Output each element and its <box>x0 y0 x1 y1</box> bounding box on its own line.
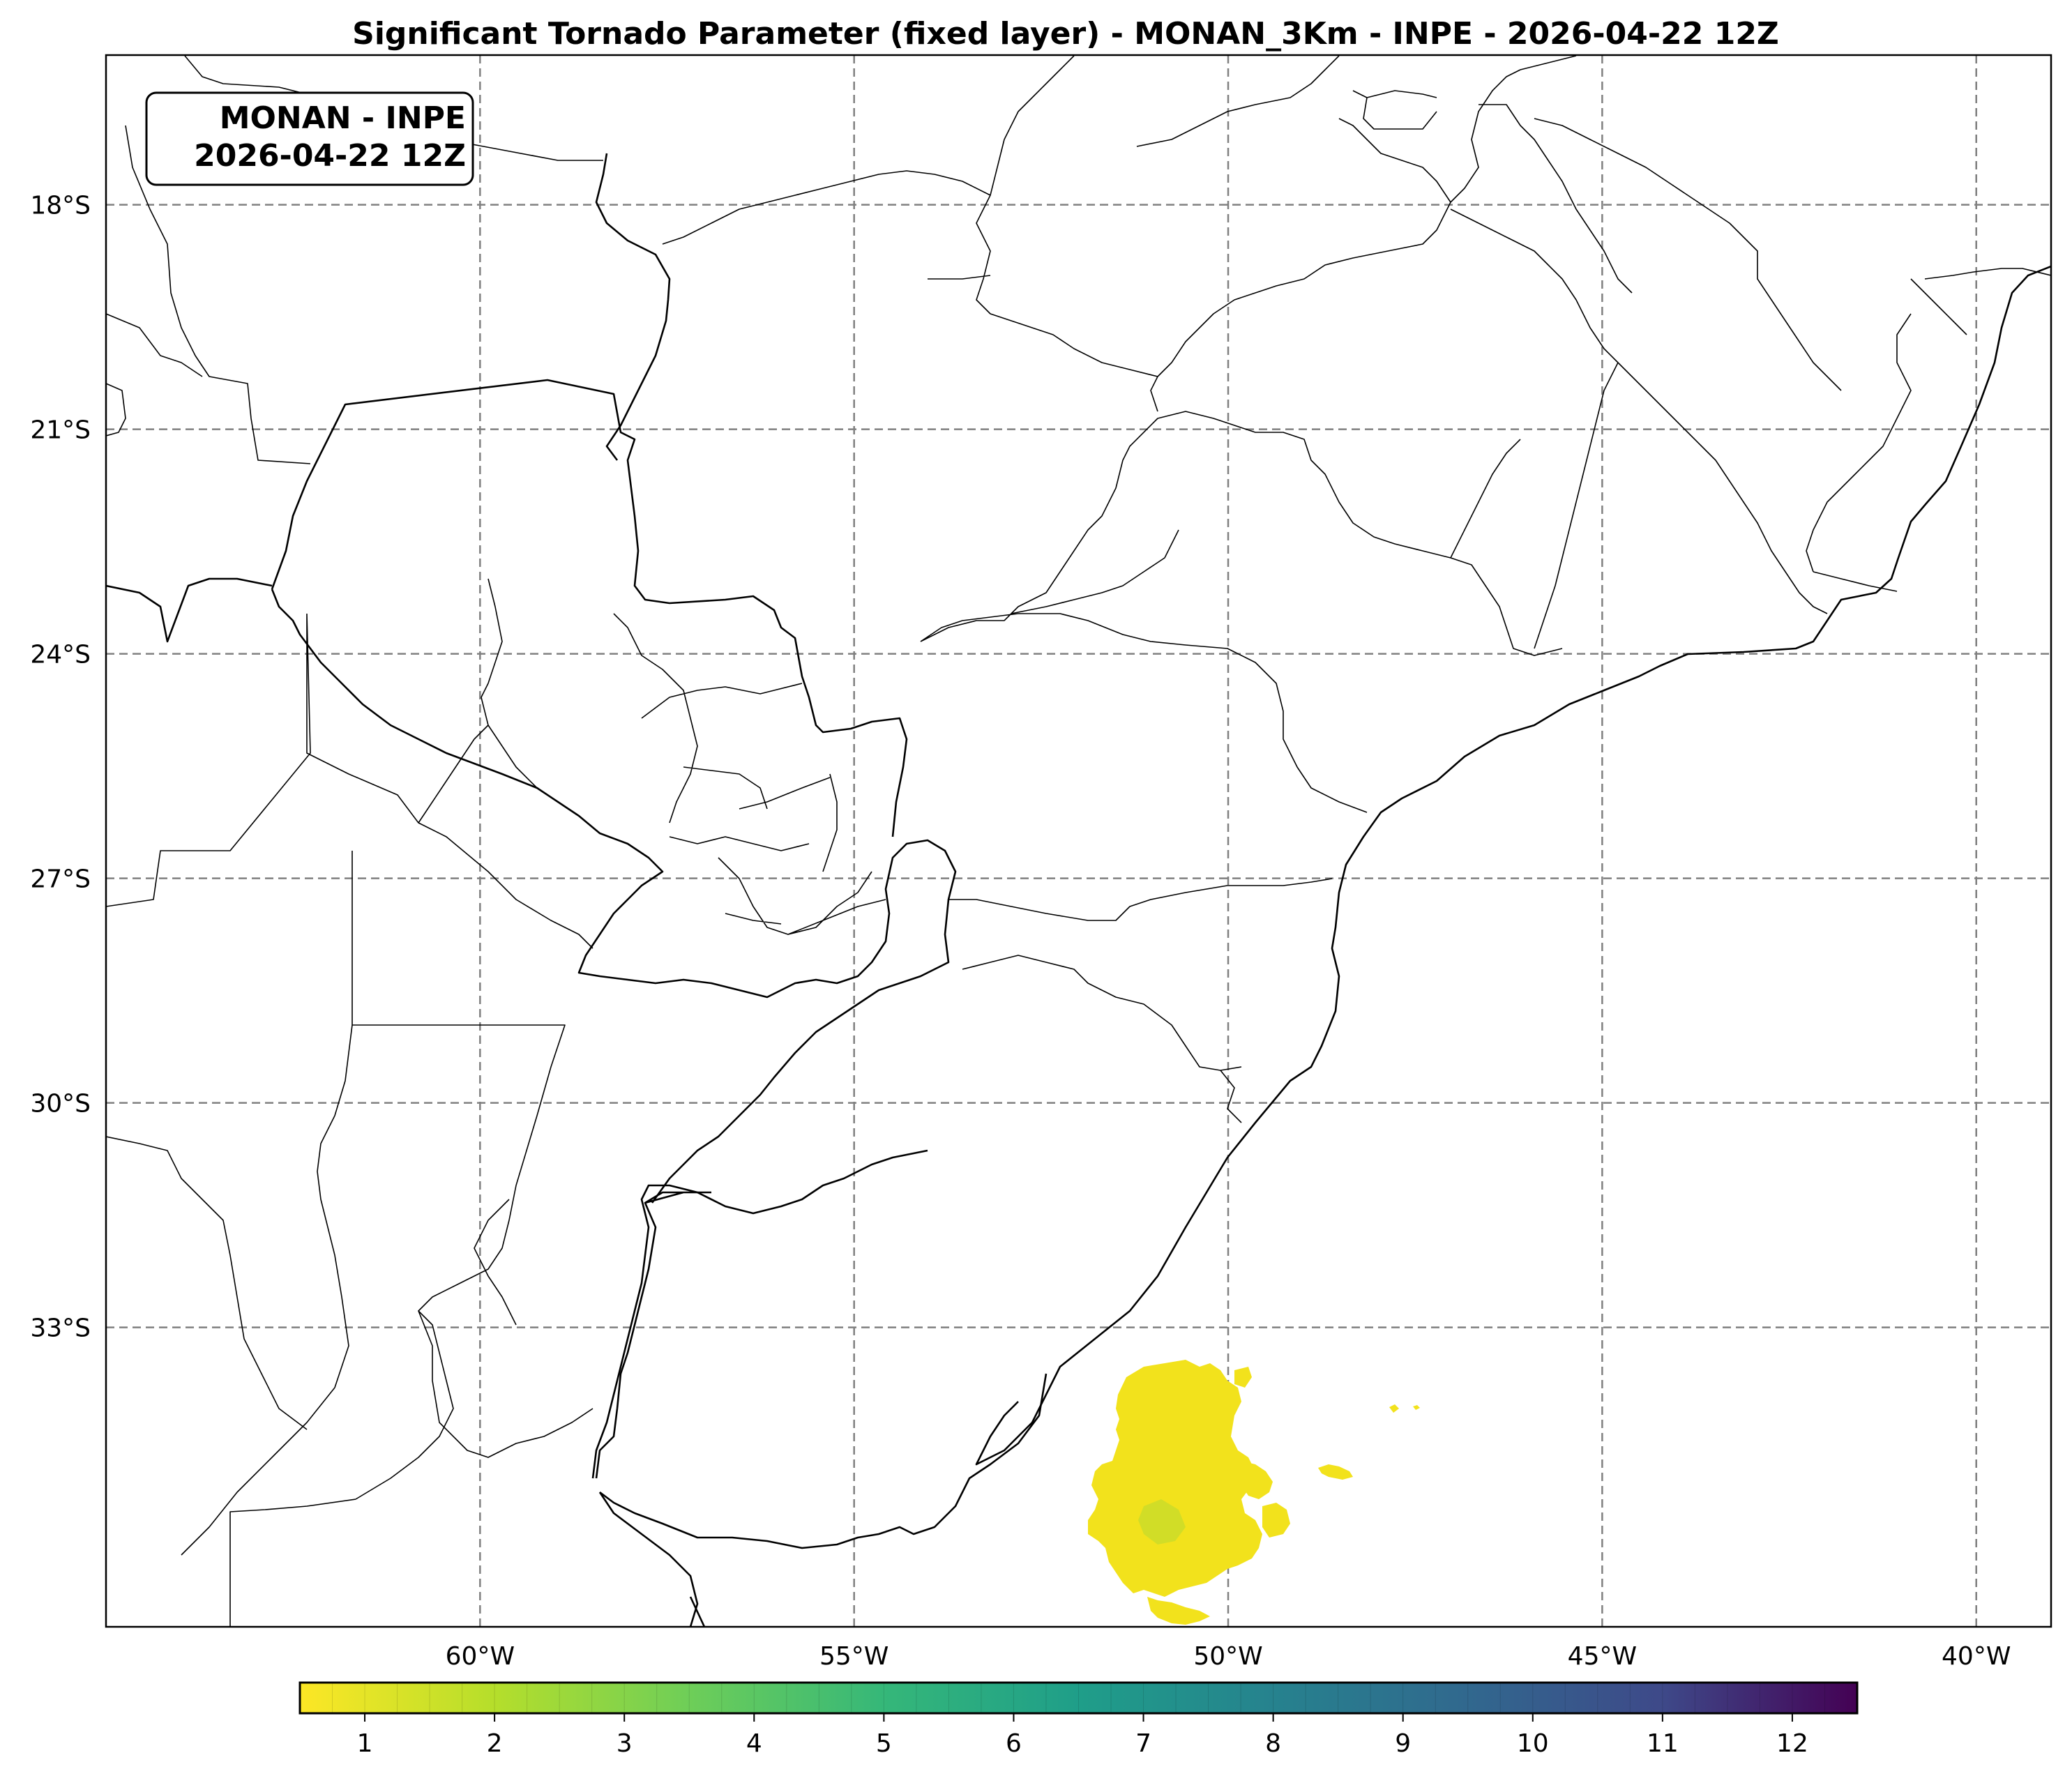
colorbar-tick-label: 11 <box>1647 1729 1679 1758</box>
lat-tick-label: 30°S <box>30 1090 91 1118</box>
stp-patch-east-2 <box>1262 1503 1290 1538</box>
lat-tick-label: 33°S <box>30 1314 91 1343</box>
stp-patch-tiny-2 <box>1413 1405 1420 1410</box>
stp-field <box>1088 1360 1420 1625</box>
colorbar: 1 2 3 4 5 6 7 8 9 10 11 12 <box>298 1681 1859 1758</box>
lat-tick-label: 21°S <box>30 416 91 445</box>
colorbar-tick-label: 9 <box>1395 1729 1411 1758</box>
badge-run-date: 2026-04-22 12Z <box>194 138 466 174</box>
stp-patch-south <box>1147 1597 1210 1625</box>
colorbar-tick-label: 5 <box>876 1729 892 1758</box>
colorbar-tick-label: 10 <box>1517 1729 1549 1758</box>
model-badge: MONAN - INPE 2026-04-22 12Z <box>145 91 474 186</box>
lon-tick-label: 50°W <box>1193 1642 1262 1671</box>
lon-tick-label: 45°W <box>1568 1642 1637 1671</box>
uruguay-coastline <box>599 1373 1048 1549</box>
colorbar-tick-label: 12 <box>1776 1729 1808 1758</box>
colorbar-tick-label: 7 <box>1135 1729 1151 1758</box>
colorbar-frame <box>298 1681 1859 1715</box>
longitude-tick-labels: 60°W 55°W 50°W 45°W 40°W <box>446 1642 2011 1671</box>
stp-patch-center <box>1138 1499 1186 1545</box>
map-title: Significant Tornado Parameter (fixed lay… <box>352 16 1779 52</box>
colorbar-tick-label: 4 <box>746 1729 762 1758</box>
bolivia-west-border <box>106 577 273 643</box>
brazil-bolivia-border <box>595 153 671 461</box>
stp-patch-main <box>1088 1360 1262 1597</box>
colorbar-gradient <box>300 1683 1857 1713</box>
paraguay-brazil-border <box>591 1149 928 1627</box>
brazil-coastline <box>975 265 2051 1466</box>
colorbar-tick-label: 6 <box>1006 1729 1022 1758</box>
stp-patch-far-east <box>1318 1464 1353 1480</box>
lat-tick-label: 18°S <box>30 192 91 220</box>
map-frame <box>105 54 2052 1628</box>
lon-tick-label: 55°W <box>819 1642 888 1671</box>
lon-tick-label: 60°W <box>446 1642 515 1671</box>
gridlines <box>106 55 2051 1627</box>
stp-patch-east <box>1241 1461 1273 1499</box>
badge-box <box>145 91 474 186</box>
rs-argentina-border <box>271 589 957 1204</box>
stp-patch-north-east <box>1234 1367 1252 1388</box>
lat-tick-label: 27°S <box>30 865 91 894</box>
lon-tick-label: 40°W <box>1942 1642 2011 1671</box>
uruguay-border <box>595 1191 711 1479</box>
paraguay-border-north <box>271 379 908 837</box>
state-lines <box>106 55 2051 1627</box>
colorbar-tick-label: 8 <box>1265 1729 1281 1758</box>
badge-model-label: MONAN - INPE <box>220 100 466 136</box>
stp-patch-tiny-1 <box>1389 1404 1399 1413</box>
colorbar-tick-label: 2 <box>487 1729 503 1758</box>
latitude-tick-labels: 18°S 21°S 24°S 27°S 30°S 33°S <box>30 192 91 1343</box>
basemap-boundaries <box>106 55 2051 1627</box>
colorbar-tick-label: 1 <box>357 1729 373 1758</box>
argentina-coastline <box>598 1492 699 1627</box>
colorbar-tick-labels: 1 2 3 4 5 6 7 8 9 10 11 12 <box>357 1713 1808 1758</box>
lat-tick-label: 24°S <box>30 641 91 669</box>
colorbar-tick-label: 3 <box>617 1729 633 1758</box>
colorbar-level-separators <box>332 1683 1825 1713</box>
